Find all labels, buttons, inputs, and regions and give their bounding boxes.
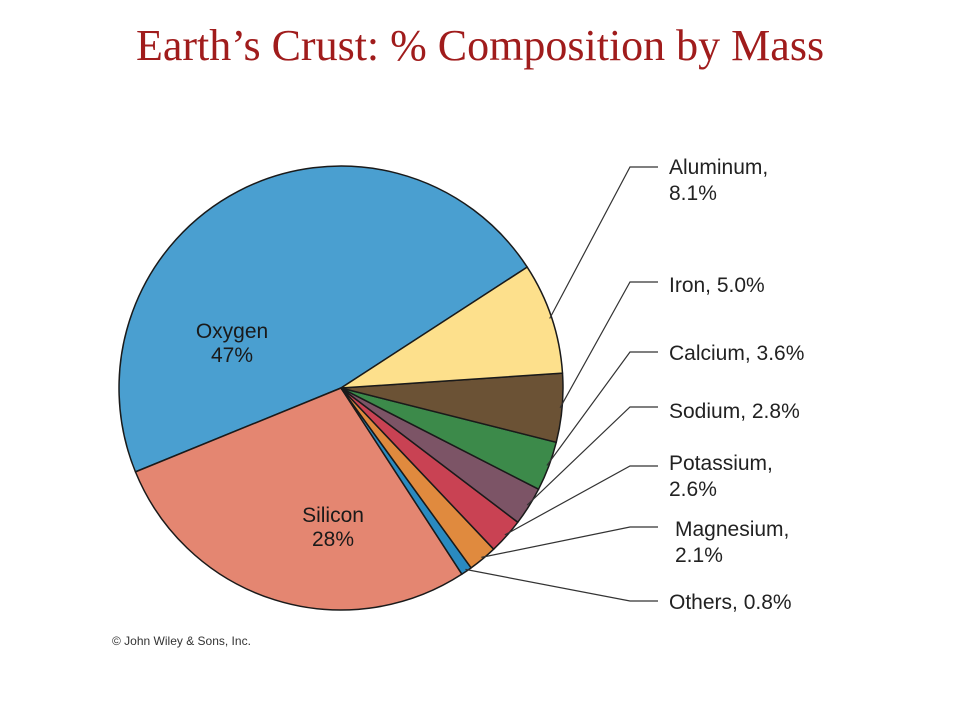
leader-line-others xyxy=(465,568,658,602)
slice-label-silicon: Silicon 28% xyxy=(302,504,364,551)
callout-label-iron: Iron, 5.0% xyxy=(669,274,765,297)
leader-line-calcium xyxy=(546,351,658,466)
chart-title: Earth’s Crust: % Composition by Mass xyxy=(135,21,825,70)
pie-slice-oxygen xyxy=(118,165,528,473)
leader-line-potassium xyxy=(504,465,658,536)
callout-label-sodium: Sodium, 2.8% xyxy=(669,400,800,423)
pie-slices xyxy=(118,165,564,611)
callout-label-potassium: Potassium, 2.6% xyxy=(669,452,773,501)
leader-line-iron xyxy=(559,281,658,409)
copyright-notice: © John Wiley & Sons, Inc. xyxy=(112,634,251,648)
leader-line-aluminum xyxy=(549,166,658,319)
callout-label-calcium: Calcium, 3.6% xyxy=(669,342,804,365)
leader-line-magnesium xyxy=(481,526,658,558)
leader-line-sodium xyxy=(526,406,658,506)
pie-inside-labels: Oxygen 47% Silicon 28% xyxy=(196,320,364,551)
callout-label-magnesium: Magnesium, 2.1% xyxy=(675,518,789,567)
callout-label-others: Others, 0.8% xyxy=(669,591,792,614)
pie-slice-silicon xyxy=(134,387,463,611)
slice-label-oxygen: Oxygen 47% xyxy=(196,320,268,367)
pie-callouts: Others, 0.8% Magnesium, 2.1% Potassium, 2.6%… xyxy=(465,156,804,614)
callout-label-aluminum: Aluminum, 8.1% xyxy=(669,156,768,205)
pie-slice-aluminum xyxy=(340,266,564,389)
